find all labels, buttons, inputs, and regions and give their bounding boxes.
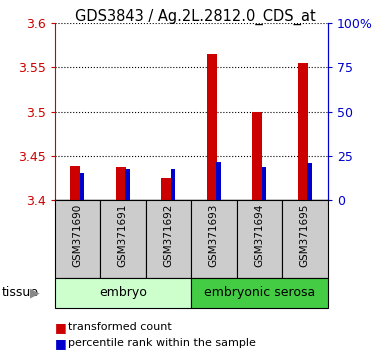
Bar <box>145 200 191 278</box>
Text: percentile rank within the sample: percentile rank within the sample <box>68 338 256 348</box>
Bar <box>55 200 100 278</box>
Bar <box>125 169 129 200</box>
Text: ■: ■ <box>55 337 66 350</box>
Bar <box>80 173 84 200</box>
Bar <box>282 200 328 278</box>
Text: GSM371695: GSM371695 <box>300 203 310 267</box>
Text: ▶: ▶ <box>30 286 40 299</box>
Bar <box>55 278 191 308</box>
Text: ■: ■ <box>55 321 66 334</box>
Bar <box>207 54 216 200</box>
Bar <box>161 178 171 200</box>
Bar <box>191 278 328 308</box>
Text: GSM371693: GSM371693 <box>209 203 219 267</box>
Bar <box>216 162 221 200</box>
Text: GSM371690: GSM371690 <box>73 204 82 267</box>
Text: embryonic serosa: embryonic serosa <box>204 286 315 299</box>
Bar <box>170 169 175 200</box>
Bar <box>307 163 312 200</box>
Bar <box>70 166 80 200</box>
Bar <box>100 200 145 278</box>
Bar <box>252 112 262 200</box>
Bar <box>191 200 237 278</box>
Text: tissue: tissue <box>2 286 39 299</box>
Bar <box>115 167 126 200</box>
Text: embryo: embryo <box>99 286 147 299</box>
Text: GDS3843 / Ag.2L.2812.0_CDS_at: GDS3843 / Ag.2L.2812.0_CDS_at <box>74 9 316 25</box>
Text: GSM371691: GSM371691 <box>118 203 128 267</box>
Text: GSM371694: GSM371694 <box>254 203 264 267</box>
Bar <box>237 200 282 278</box>
Bar <box>262 167 266 200</box>
Bar <box>298 63 308 200</box>
Text: transformed count: transformed count <box>68 322 172 332</box>
Text: GSM371692: GSM371692 <box>163 203 173 267</box>
